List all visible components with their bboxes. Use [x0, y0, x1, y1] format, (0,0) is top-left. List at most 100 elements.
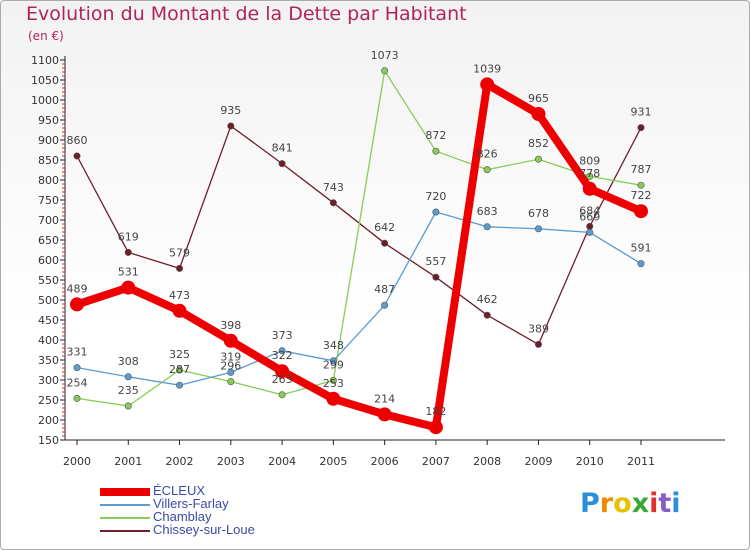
- data-point: [480, 77, 495, 92]
- logo-letter: i: [649, 488, 659, 519]
- data-label: 809: [579, 154, 600, 167]
- data-label: 778: [579, 167, 600, 180]
- data-label: 935: [220, 104, 241, 117]
- data-label: 182: [425, 405, 446, 418]
- data-point: [531, 107, 546, 121]
- data-point: [534, 225, 542, 233]
- data-point: [73, 394, 81, 402]
- y-tick-label: 1000: [31, 94, 59, 107]
- y-tick-label: 450: [38, 314, 59, 327]
- data-point: [275, 364, 290, 379]
- data-point: [278, 347, 286, 355]
- data-point: [73, 152, 81, 160]
- y-tick-label: 150: [38, 434, 59, 447]
- data-point: [381, 67, 389, 75]
- data-label: 473: [169, 289, 190, 302]
- data-point: [637, 260, 645, 268]
- data-label: 373: [272, 329, 293, 342]
- data-point: [176, 381, 184, 389]
- y-tick-label: 750: [38, 194, 59, 207]
- data-label: 872: [425, 129, 446, 142]
- data-point: [377, 407, 392, 422]
- data-point: [329, 357, 337, 365]
- data-point: [227, 378, 235, 386]
- data-label: 348: [323, 339, 344, 352]
- data-label: 214: [374, 392, 395, 405]
- data-label: 931: [631, 106, 652, 119]
- data-label: 669: [579, 210, 600, 223]
- data-point: [586, 222, 594, 230]
- legend-label: Chamblay: [153, 509, 212, 524]
- data-label: 591: [631, 242, 652, 255]
- legend-label: Chissey-sur-Loue: [153, 522, 255, 537]
- series-line: [76, 125, 642, 346]
- y-tick-label: 550: [38, 274, 59, 287]
- data-label: 487: [374, 283, 395, 296]
- data-label: 579: [169, 246, 190, 259]
- data-point: [582, 181, 597, 196]
- data-label: 852: [528, 137, 549, 150]
- x-tick-label: 2010: [576, 455, 604, 468]
- data-point: [176, 366, 184, 374]
- y-tick-label: 1050: [31, 74, 59, 87]
- data-label: 1039: [473, 62, 501, 75]
- data-label: 557: [425, 255, 446, 268]
- legend-swatch: [100, 488, 150, 496]
- data-label: 389: [528, 322, 549, 335]
- data-point: [432, 147, 440, 155]
- y-tick-label: 850: [38, 154, 59, 167]
- logo-letter: x: [631, 488, 650, 519]
- data-label: 462: [477, 293, 498, 306]
- data-label: 263: [272, 373, 293, 386]
- data-label: 684: [579, 204, 600, 217]
- y-tick-label: 300: [38, 374, 59, 387]
- logo-letter: t: [658, 488, 672, 519]
- x-tick-label: 2000: [63, 455, 91, 468]
- data-label: 398: [220, 319, 241, 332]
- data-point: [483, 166, 491, 174]
- data-point: [428, 420, 443, 435]
- y-tick-label: 200: [38, 414, 59, 427]
- data-label: 722: [631, 189, 652, 202]
- y-tick-label: 1100: [31, 54, 59, 67]
- data-label: 841: [272, 142, 293, 155]
- data-point: [381, 301, 389, 309]
- x-tick-label: 2009: [524, 455, 552, 468]
- x-tick-label: 2004: [268, 455, 296, 468]
- data-label: 287: [169, 363, 190, 376]
- data-point: [329, 199, 337, 207]
- y-tick-label: 950: [38, 114, 59, 127]
- data-point: [278, 160, 286, 168]
- data-point: [637, 124, 645, 132]
- data-label: 743: [323, 181, 344, 194]
- legend-swatch: [100, 517, 150, 519]
- data-point: [432, 273, 440, 281]
- data-label: 235: [118, 384, 139, 397]
- x-tick-label: 2006: [371, 455, 399, 468]
- data-label: 331: [67, 346, 88, 359]
- y-tick-label: 350: [38, 354, 59, 367]
- data-point: [124, 373, 132, 381]
- series-line: [73, 80, 645, 432]
- data-label: 531: [118, 266, 139, 279]
- x-tick-label: 2008: [473, 455, 501, 468]
- data-point: [227, 368, 235, 376]
- data-label: 325: [169, 348, 190, 361]
- x-tick-label: 2005: [319, 455, 347, 468]
- data-point: [634, 204, 648, 219]
- series-line: [76, 211, 642, 386]
- data-point: [176, 264, 184, 272]
- data-point: [586, 172, 594, 180]
- data-point: [124, 402, 132, 410]
- data-point: [483, 223, 491, 231]
- x-tick-label: 2003: [217, 455, 245, 468]
- y-tick-label: 900: [38, 134, 59, 147]
- y-tick-label: 800: [38, 174, 59, 187]
- x-tick-label: 2007: [422, 455, 450, 468]
- y-tick-label: 700: [38, 214, 59, 227]
- series-line: [76, 70, 642, 407]
- data-point: [124, 248, 132, 256]
- chart-subtitle: (en €): [28, 29, 64, 43]
- y-tick-label: 650: [38, 234, 59, 247]
- data-label: 254: [67, 376, 88, 389]
